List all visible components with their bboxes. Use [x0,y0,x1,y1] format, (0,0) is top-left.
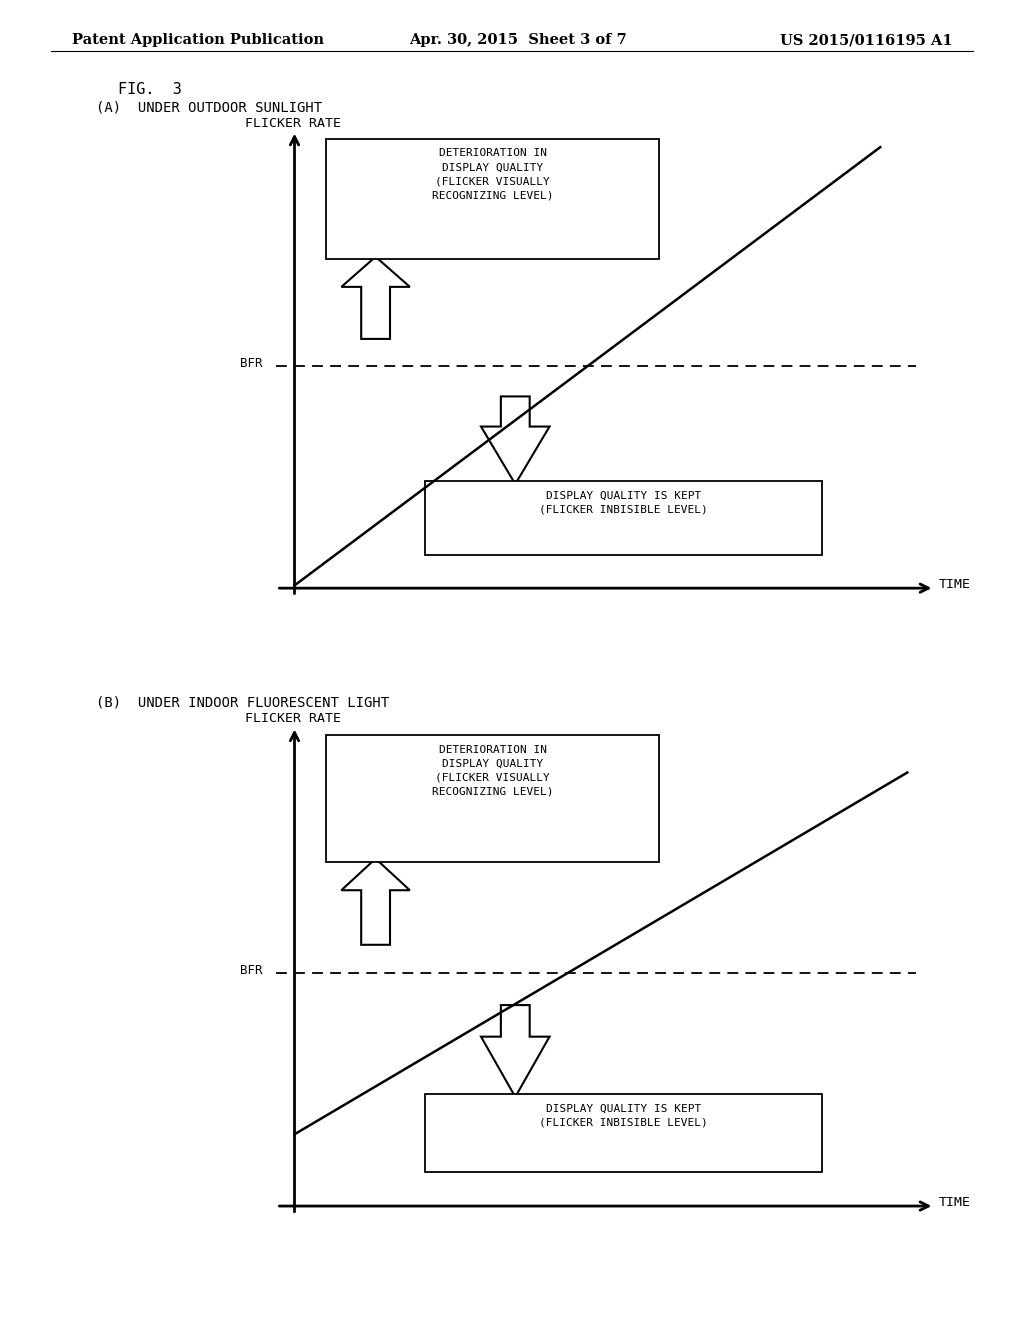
FancyBboxPatch shape [425,1094,821,1172]
FancyBboxPatch shape [326,139,659,260]
Text: (B)  UNDER INDOOR FLUORESCENT LIGHT: (B) UNDER INDOOR FLUORESCENT LIGHT [96,696,389,709]
Text: BFR: BFR [241,964,263,977]
FancyBboxPatch shape [425,482,821,556]
Text: (A)  UNDER OUTDOOR SUNLIGHT: (A) UNDER OUTDOOR SUNLIGHT [96,100,323,115]
Text: FIG.  3: FIG. 3 [118,82,181,96]
Text: FLICKER RATE: FLICKER RATE [245,713,341,725]
Text: TIME: TIME [939,578,971,591]
Text: US 2015/0116195 A1: US 2015/0116195 A1 [779,33,952,48]
Text: DETERIORATION IN
DISPLAY QUALITY
(FLICKER VISUALLY
RECOGNIZING LEVEL): DETERIORATION IN DISPLAY QUALITY (FLICKE… [432,148,554,201]
Text: DETERIORATION IN
DISPLAY QUALITY
(FLICKER VISUALLY
RECOGNIZING LEVEL): DETERIORATION IN DISPLAY QUALITY (FLICKE… [432,744,554,797]
Text: BFR: BFR [241,358,263,370]
Text: FLICKER RATE: FLICKER RATE [245,117,341,131]
Text: DISPLAY QUALITY IS KEPT
(FLICKER INBISIBLE LEVEL): DISPLAY QUALITY IS KEPT (FLICKER INBISIB… [539,1104,708,1127]
Polygon shape [481,1005,550,1097]
Text: Patent Application Publication: Patent Application Publication [72,33,324,48]
FancyBboxPatch shape [326,735,659,862]
Text: DISPLAY QUALITY IS KEPT
(FLICKER INBISIBLE LEVEL): DISPLAY QUALITY IS KEPT (FLICKER INBISIB… [539,491,708,515]
Polygon shape [341,858,410,945]
Polygon shape [481,396,550,484]
Text: TIME: TIME [939,1196,971,1209]
Text: Apr. 30, 2015  Sheet 3 of 7: Apr. 30, 2015 Sheet 3 of 7 [410,33,628,48]
Polygon shape [341,256,410,339]
